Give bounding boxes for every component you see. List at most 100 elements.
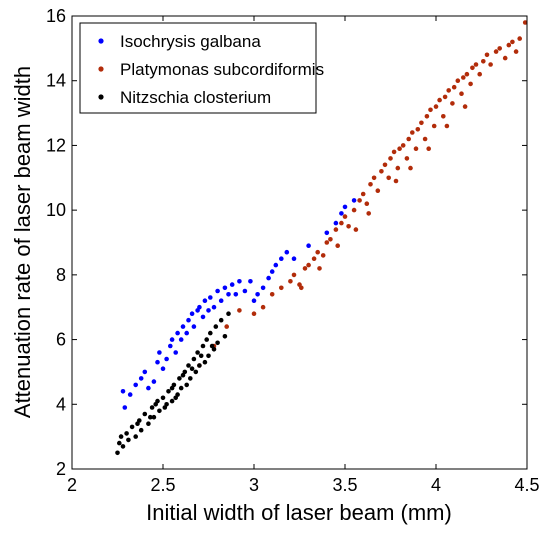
data-point xyxy=(200,343,206,349)
data-point xyxy=(502,55,508,61)
ticks-layer: 2 2.5 3 3.5 4 4.5 2 4 6 8 10 12 14 16 xyxy=(46,6,540,495)
data-point xyxy=(178,337,184,342)
data-point xyxy=(320,253,326,258)
series-1 xyxy=(120,198,357,410)
data-point xyxy=(269,269,275,274)
data-point xyxy=(426,146,432,151)
data-point xyxy=(226,292,231,297)
x-tick-label: 4.5 xyxy=(514,475,539,495)
x-tick-label: 2 xyxy=(67,475,77,495)
data-point xyxy=(391,149,397,155)
plot-frame xyxy=(71,15,528,470)
legend-marker-nitzschia xyxy=(98,94,104,100)
data-point xyxy=(424,114,430,119)
data-point xyxy=(468,81,473,87)
data-point xyxy=(260,304,266,310)
data-point xyxy=(351,207,357,213)
data-point xyxy=(446,88,452,93)
data-point xyxy=(115,450,120,456)
data-point xyxy=(166,389,171,394)
data-point xyxy=(146,421,151,427)
data-point xyxy=(288,279,293,284)
data-point xyxy=(493,49,499,54)
data-point xyxy=(164,356,169,362)
data-point xyxy=(522,20,528,25)
data-point xyxy=(124,431,129,436)
data-point xyxy=(408,165,413,171)
legend-marker-isochrysis xyxy=(98,38,104,44)
data-point xyxy=(120,389,126,394)
data-point xyxy=(127,392,133,397)
data-point xyxy=(186,363,191,368)
data-point xyxy=(118,434,124,439)
data-point xyxy=(513,49,519,54)
data-point xyxy=(266,275,271,281)
data-point xyxy=(162,405,168,410)
data-point xyxy=(333,220,339,226)
data-point xyxy=(335,243,341,248)
x-axis-label: Initial width of laser beam (mm) xyxy=(146,500,452,525)
data-point xyxy=(397,146,402,151)
data-point xyxy=(180,372,186,378)
data-point xyxy=(180,324,186,329)
data-point xyxy=(346,224,351,229)
data-point xyxy=(437,97,442,103)
data-point xyxy=(129,424,135,430)
data-point xyxy=(364,201,370,206)
data-point xyxy=(517,36,522,41)
data-point xyxy=(213,324,219,329)
data-point xyxy=(206,353,211,359)
data-point xyxy=(160,366,166,372)
data-point xyxy=(400,143,406,148)
data-point xyxy=(155,359,160,365)
data-point xyxy=(133,382,138,388)
data-point xyxy=(157,408,162,414)
data-point xyxy=(451,84,457,90)
y-tick-label: 8 xyxy=(56,265,66,285)
data-point xyxy=(379,169,384,174)
data-point xyxy=(135,421,140,427)
data-point xyxy=(488,62,493,67)
data-point xyxy=(497,46,503,51)
data-point xyxy=(506,42,512,48)
data-point xyxy=(459,91,464,96)
data-point xyxy=(442,94,448,100)
data-point xyxy=(126,437,131,443)
y-tick-label: 16 xyxy=(46,6,66,26)
data-point xyxy=(122,405,128,410)
data-point xyxy=(117,440,122,446)
data-point xyxy=(484,52,490,58)
data-point xyxy=(248,279,253,284)
data-point xyxy=(510,39,515,45)
data-point xyxy=(218,298,224,304)
data-point xyxy=(470,65,475,71)
data-point xyxy=(222,334,228,339)
data-point xyxy=(178,385,184,391)
data-point xyxy=(142,369,148,375)
data-point xyxy=(251,298,257,304)
data-point xyxy=(317,266,322,271)
data-point xyxy=(208,295,213,300)
data-point xyxy=(406,136,412,142)
data-point xyxy=(188,376,193,381)
data-point xyxy=(415,127,421,132)
data-point xyxy=(186,317,191,323)
data-point xyxy=(208,330,213,336)
data-point xyxy=(195,350,200,355)
data-point xyxy=(360,191,366,197)
data-point xyxy=(211,304,217,310)
data-point xyxy=(138,376,144,381)
data-point xyxy=(200,314,206,320)
data-point xyxy=(353,227,359,232)
data-point xyxy=(461,75,466,80)
data-point xyxy=(191,324,197,329)
x-tick-label: 3.5 xyxy=(332,475,357,495)
data-point xyxy=(215,288,220,294)
y-tick-label: 10 xyxy=(46,200,66,220)
data-point xyxy=(328,237,333,242)
data-point xyxy=(324,230,330,236)
data-point xyxy=(410,130,415,135)
data-point xyxy=(279,256,284,262)
data-point xyxy=(189,311,195,317)
